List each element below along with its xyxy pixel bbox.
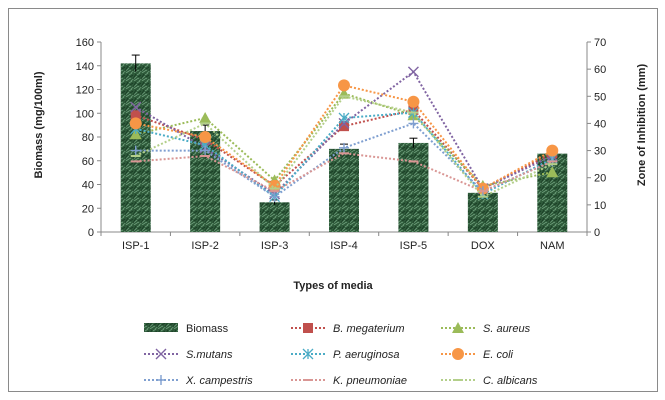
- biomass-bar: [467, 192, 498, 232]
- series-point-x-campestris: [269, 191, 280, 202]
- series-point-x-campestris: [200, 145, 211, 156]
- y2-tick-label: 70: [594, 37, 606, 49]
- series-point-e-coli: [546, 144, 559, 157]
- y-tick-label: 20: [82, 203, 94, 215]
- series-point-b-megaterium: [339, 121, 349, 132]
- series-point-e-coli: [199, 131, 212, 143]
- chart-frame: 0 20 40 60 80 100 120 140 160 0 10 20 30 40 50 60 70 ISP-…: [8, 8, 658, 392]
- x-tick-label: ISP-4: [330, 240, 358, 252]
- y2-tick-label: 0: [594, 227, 600, 239]
- legend-label: X. campestris: [185, 375, 253, 387]
- legend-label: C. albicans: [483, 375, 538, 387]
- biomass-bar: [329, 148, 359, 232]
- legend-label: E. coli: [483, 349, 514, 361]
- legend-label: K. pneumoniae: [333, 375, 407, 387]
- biomass-bar: [398, 142, 429, 232]
- y2-tick-label: 30: [594, 146, 606, 158]
- legend-marker-b-megaterium: [303, 323, 313, 333]
- y-tick-label: 160: [76, 37, 94, 49]
- y-tick-label: 80: [82, 132, 94, 144]
- x-tick-label: ISP-2: [191, 240, 219, 252]
- legend-label: S.mutans: [186, 349, 233, 361]
- legend-label: Biomass: [186, 323, 229, 335]
- legend-swatch-biomass: [144, 323, 178, 332]
- series-point-e-coli: [338, 79, 350, 92]
- series-point-s-mutans: [407, 66, 419, 78]
- y-tick-label: 100: [76, 108, 94, 120]
- biomass-bar: [259, 202, 290, 232]
- legend-label: B. megaterium: [333, 323, 405, 335]
- legend-marker-e-coli: [452, 348, 464, 360]
- legend-marker-s-mutans: [155, 348, 167, 360]
- x-tick-label: ISP-3: [261, 240, 289, 252]
- y-axis-label: Biomass (mg/100ml): [33, 71, 45, 178]
- series-point-e-coli: [407, 95, 420, 108]
- legend-marker-p-aeruginosa: [302, 348, 314, 360]
- x-tick-label: DOX: [471, 240, 496, 252]
- series-point-s-aureus: [546, 166, 559, 178]
- legend-marker-s-aureus: [452, 322, 464, 333]
- series-point-p-aeruginosa: [338, 112, 350, 124]
- series-point-b-megaterium: [130, 110, 141, 121]
- chart: 0 20 40 60 80 100 120 140 160 0 10 20 30 40 50 60 70 ISP-…: [33, 37, 648, 387]
- y2-axis-label: Zone of Inhibition (mm): [636, 64, 648, 187]
- x-tick-label: NAM: [540, 240, 564, 252]
- y-tick-label: 40: [82, 180, 94, 192]
- y2-tick-label: 40: [594, 118, 606, 130]
- legend-label: S. aureus: [483, 323, 531, 335]
- y-tick-label: 120: [76, 85, 94, 97]
- series-point-s-aureus: [199, 112, 212, 123]
- series-point-x-campestris: [130, 145, 141, 156]
- x-tick-label: ISP-1: [122, 240, 150, 252]
- y-tick-label: 60: [82, 156, 94, 168]
- y-tick-label: 140: [76, 61, 94, 73]
- series-point-s-mutans: [130, 101, 142, 113]
- y2-tick-label: 60: [594, 64, 606, 76]
- series-point-x-campestris: [408, 118, 419, 129]
- y-tick-label: 0: [88, 227, 94, 239]
- legend-label: P. aeruginosa: [333, 349, 399, 361]
- legend-marker-x-campestris: [156, 375, 166, 385]
- series-point-e-coli: [268, 179, 281, 192]
- y2-tick-label: 20: [594, 173, 606, 185]
- series-point-x-campestris: [339, 142, 349, 153]
- y2-tick-label: 10: [594, 200, 606, 212]
- y2-tick-label: 50: [594, 91, 606, 103]
- x-tick-label: ISP-5: [400, 240, 428, 252]
- series-point-e-coli: [129, 117, 142, 130]
- x-axis-label: Types of media: [293, 280, 373, 292]
- series-point-s-mutans: [338, 117, 350, 129]
